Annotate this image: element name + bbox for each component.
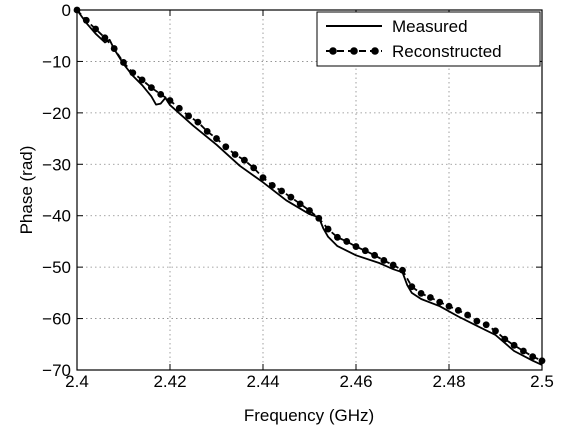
x-axis-label: Frequency (GHz) [244,406,374,425]
reconstructed-point [259,174,267,182]
reconstructed-point [306,207,313,214]
reconstructed-point [101,34,109,42]
legend-measured-label: Measured [392,17,468,36]
reconstructed-point [203,127,211,135]
x-tick-label: 2.44 [246,372,279,391]
reconstructed-point [529,353,537,361]
x-tick-label: 2.46 [339,372,372,391]
reconstructed-point [417,289,425,297]
legend-reconstructed-marker [329,47,337,55]
reconstructed-point [473,317,481,325]
reconstructed-point [82,16,90,24]
reconstructed-point [501,335,509,343]
reconstructed-point [436,298,444,306]
legend: Measured Reconstructed [316,11,541,67]
y-axis-label: Phase (rad) [17,146,36,235]
reconstructed-point [361,247,369,255]
x-tick-label: 2.5 [530,372,554,391]
y-tick-label: −10 [42,52,71,71]
reconstructed-point [343,238,351,245]
reconstructed-point [194,118,202,126]
reconstructed-point [268,181,276,189]
reconstructed-point [92,25,99,33]
measured-line [76,9,543,366]
x-tick-label: 2.42 [153,372,186,391]
reconstructed-point [110,45,118,52]
reconstructed-point [213,135,220,142]
reconstructed-line [76,9,543,362]
reconstructed-point [520,347,527,355]
reconstructed-point [287,193,295,201]
y-tick-label: −50 [42,258,71,277]
reconstructed-point [389,261,397,269]
y-tick-label: −30 [42,155,71,174]
legend-reconstructed-marker [350,47,358,55]
reconstructed-point [334,233,341,241]
reconstructed-point [185,112,193,120]
y-tick-label: −20 [42,104,71,123]
reconstructed-point [454,306,462,314]
legend-box [316,11,541,67]
reconstructed-point [241,156,248,164]
x-tick-label: 2.48 [432,372,465,391]
reconstructed-point [492,327,499,335]
reconstructed-point [138,76,146,84]
y-tick-label: −60 [42,310,71,329]
reconstructed-point [315,214,323,222]
tick-labels: 2.4 2.42 2.44 2.46 2.48 2.5 0 −10 −20 −30 −40 −50 −6… [42,1,554,391]
reconstructed-point [371,251,378,259]
y-tick-label: −70 [42,361,71,380]
reconstructed-point [120,59,127,66]
reconstructed-point [510,341,518,349]
ticks [76,9,543,371]
reconstructed-point [380,257,388,264]
plot-frame [76,9,543,371]
reconstructed-point [399,266,406,274]
x-tick-label: 2.4 [65,372,89,391]
legend-reconstructed-label: Reconstructed [392,42,502,61]
reconstructed-point [352,243,360,250]
reconstructed-point [129,69,137,77]
reconstructed-point [231,151,239,158]
series-layer [73,6,546,366]
reconstructed-point [250,164,258,172]
reconstructed-point [166,97,174,104]
reconstructed-point [408,283,416,291]
reconstructed-point [148,84,155,92]
plot-background [77,10,542,370]
reconstructed-point [157,90,165,98]
reconstructed-point [464,311,471,319]
reconstructed-point [175,104,183,112]
y-tick-label: −40 [42,207,71,226]
reconstructed-point [296,200,304,208]
reconstructed-point [278,187,285,195]
reconstructed-point [222,143,230,151]
reconstructed-point [445,302,453,310]
reconstructed-point [324,225,332,233]
legend-reconstructed-marker [371,47,379,55]
y-tick-label: 0 [62,1,71,20]
reconstructed-point [482,321,490,329]
reconstructed-point [427,294,434,301]
